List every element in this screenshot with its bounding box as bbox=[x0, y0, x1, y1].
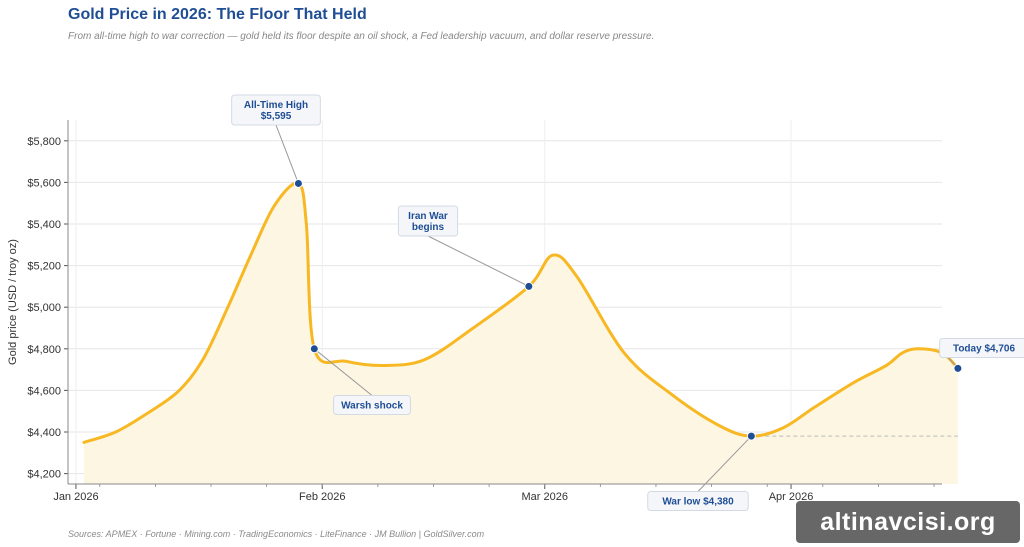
x-tick-label: Apr 2026 bbox=[769, 491, 814, 503]
annotation-label: All-Time High bbox=[244, 100, 308, 111]
x-tick-label: Jan 2026 bbox=[53, 491, 98, 503]
annotation-label: $5,595 bbox=[261, 111, 292, 122]
annotations: All-Time High$5,595 Warsh shock Iran Warbe… bbox=[231, 94, 1024, 511]
annotation-box bbox=[397, 205, 459, 237]
watermark-logo: altinavcisi.org bbox=[796, 501, 1020, 543]
y-tick-label: $5,200 bbox=[27, 261, 61, 273]
y-tick-label: $4,800 bbox=[27, 344, 61, 356]
annotation-box bbox=[333, 395, 411, 415]
annotation-label: Iran War bbox=[408, 211, 448, 222]
x-tick-label: Mar 2026 bbox=[521, 491, 567, 503]
x-tick-label: Feb 2026 bbox=[299, 491, 345, 503]
annotation-connector bbox=[427, 235, 530, 287]
annotation-label: begins bbox=[412, 222, 445, 233]
y-axis-title: Gold price (USD / troy oz) bbox=[7, 239, 19, 365]
annotation-box bbox=[939, 338, 1024, 358]
y-tick-label: $5,800 bbox=[27, 136, 61, 148]
annotation-box bbox=[231, 94, 321, 126]
annotation-marker bbox=[953, 363, 963, 373]
sources-note: Sources: APMEX · Fortune · Mining.com · … bbox=[68, 529, 485, 539]
y-tick-label: $5,400 bbox=[27, 219, 61, 231]
y-tick-label: $4,200 bbox=[27, 469, 61, 481]
chart-title: Gold Price in 2026: The Floor That Held bbox=[68, 6, 367, 23]
annotation-connector bbox=[313, 348, 373, 396]
y-tick-label: $5,000 bbox=[27, 302, 61, 314]
annotation-connector bbox=[697, 435, 752, 492]
annotation-label: Today $4,706 bbox=[953, 344, 1016, 355]
axes: $4,200 $4,400 $4,600 $4,800 $5,000 $5,200 $5,4… bbox=[27, 120, 942, 503]
annotation-label: Warsh shock bbox=[341, 401, 403, 412]
price-line-layer bbox=[82, 181, 960, 444]
price-area bbox=[83, 182, 958, 484]
annotation-marker bbox=[293, 178, 303, 188]
annotation-label: War low $4,380 bbox=[662, 497, 734, 508]
y-tick-label: $4,600 bbox=[27, 385, 61, 397]
annotation-marker bbox=[746, 431, 756, 441]
annotation-connector bbox=[275, 124, 299, 184]
annotation-marker bbox=[524, 281, 534, 291]
annotation-box bbox=[647, 491, 749, 511]
price-area-fill bbox=[83, 182, 958, 484]
price-line bbox=[82, 181, 960, 444]
y-tick-label: $4,400 bbox=[27, 427, 61, 439]
annotation-marker bbox=[309, 344, 319, 354]
y-tick-label: $5,600 bbox=[27, 177, 61, 189]
chart-subtitle: From all-time high to war correction — g… bbox=[68, 31, 655, 42]
